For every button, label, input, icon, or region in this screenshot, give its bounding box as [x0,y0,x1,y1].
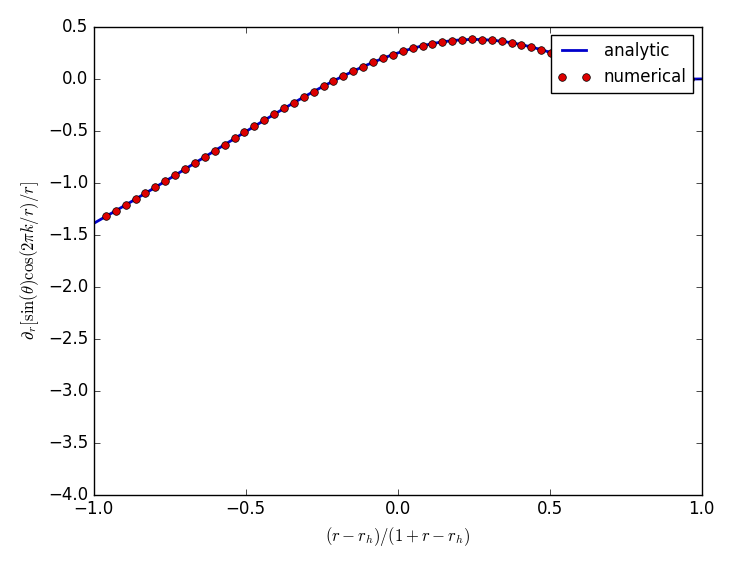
numerical [250,123,259,130]
numerical [200,153,209,160]
numerical [101,213,110,220]
numerical [477,36,486,43]
analytic [89,220,98,227]
analytic [680,76,689,83]
analytic [697,75,706,82]
numerical [270,111,279,118]
numerical [685,76,694,83]
numerical [299,93,308,100]
Y-axis label: $\partial_r[\sin(\theta)\cos(2\pi k/r)/r]$: $\partial_r[\sin(\theta)\cos(2\pi k/r)/r… [18,181,41,340]
analytic [120,202,129,209]
analytic [369,59,377,66]
analytic [679,76,688,83]
analytic [385,53,394,59]
analytic [470,36,479,43]
Line: numerical: numerical [102,36,693,220]
analytic [568,57,577,63]
Legend: analytic, numerical: analytic, numerical [550,35,693,93]
X-axis label: $(r-r_h)/(1+r-r_h)$: $(r-r_h)/(1+r-r_h)$ [325,525,471,548]
numerical [468,36,476,43]
Line: analytic: analytic [94,40,701,224]
numerical [290,99,298,106]
